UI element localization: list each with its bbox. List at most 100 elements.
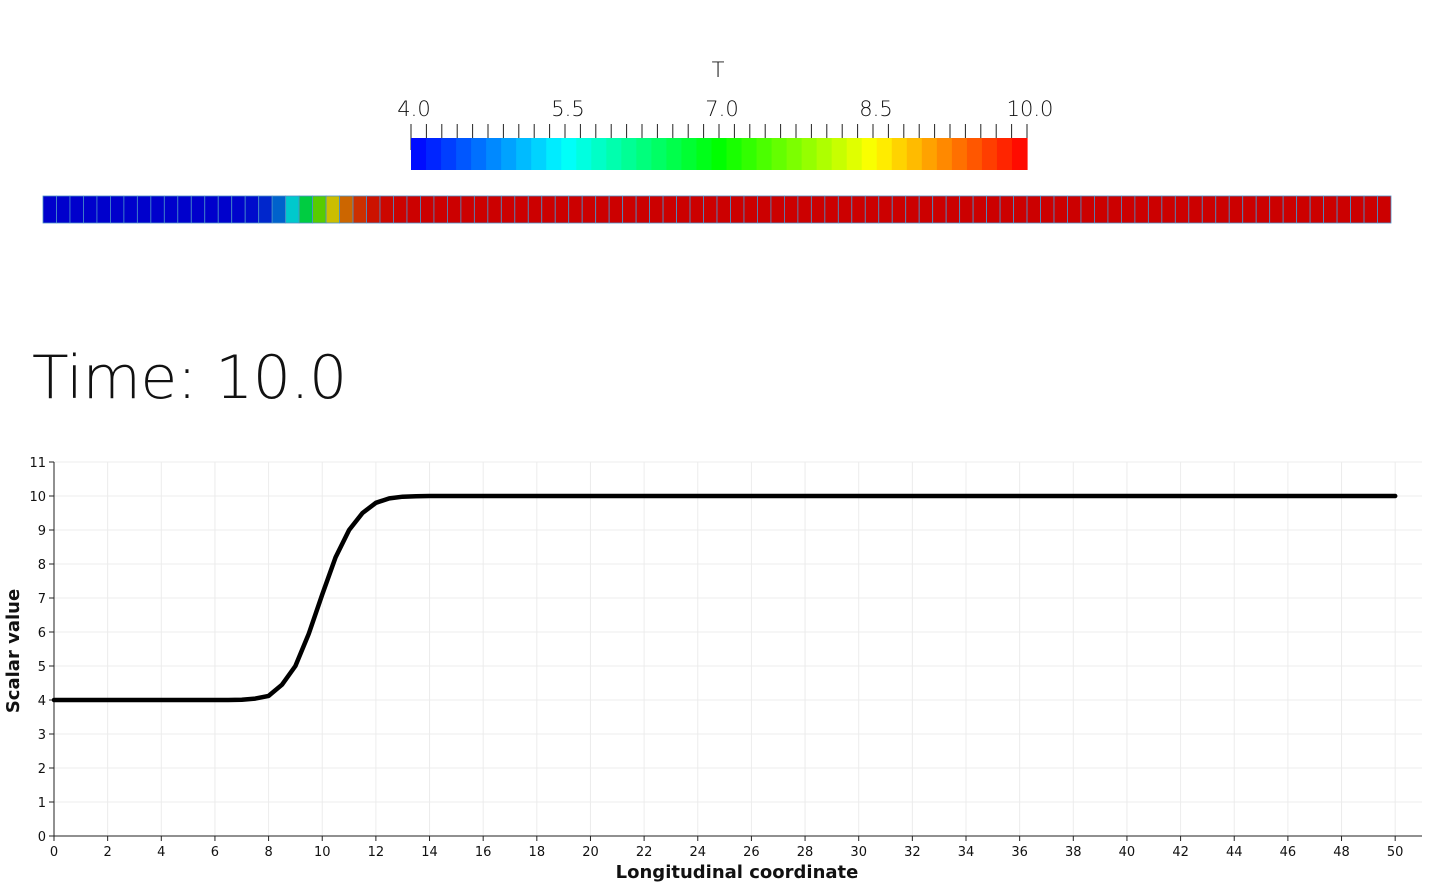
colorbar-swatch (996, 138, 1013, 170)
x-axis-ticks: 0 2 4 6 8 10 12 14 16 18 20 22 24 26 28 30 32 34 36 38 40 42 4… (50, 836, 1404, 860)
mesh-cell (918, 195, 934, 224)
colorbar-swatch (471, 138, 487, 170)
mesh-cell (676, 195, 691, 224)
colorbar-swatch (486, 138, 502, 170)
colorbar-swatch (891, 138, 908, 170)
mesh-cell (743, 195, 758, 224)
mesh-cell (1336, 195, 1351, 224)
mesh-cell (1188, 195, 1203, 224)
colorbar-swatch (591, 138, 607, 170)
x-tick-label: 44 (1226, 845, 1243, 860)
colorbar-swatch (441, 138, 457, 170)
mesh-cell (271, 195, 287, 224)
mesh-cell (1121, 195, 1136, 224)
colorbar-swatch (651, 138, 668, 170)
colorbar-swatch (816, 138, 833, 170)
mesh-cell (635, 195, 650, 224)
mesh-cell (69, 195, 84, 224)
colorbar-tick-label: 5.5 (551, 97, 584, 121)
y-tick-label: 0 (38, 830, 46, 845)
colorbar-swatch (921, 138, 938, 170)
colorbar-swatch (966, 138, 983, 170)
series-line (51, 493, 1398, 703)
x-tick-label: 48 (1333, 845, 1350, 860)
mesh-cell (136, 195, 152, 224)
colorbar-swatch (621, 138, 637, 170)
y-axis-label: Scalar value (3, 589, 24, 713)
mesh-cell (379, 195, 394, 224)
x-tick-label: 30 (850, 845, 867, 860)
colorbar-swatch (516, 138, 532, 170)
mesh-cell (986, 195, 1001, 224)
colorbar-swatch (636, 138, 652, 170)
mesh-cell (662, 195, 677, 224)
mesh-cell (568, 195, 583, 224)
x-tick-label: 42 (1172, 845, 1189, 860)
mesh-cell (231, 195, 246, 224)
mesh-cell (1161, 195, 1176, 224)
mesh-cell (1242, 195, 1257, 224)
colorbar-swatch (756, 138, 773, 170)
mesh-cell (312, 195, 327, 224)
mesh-cell (1080, 195, 1095, 224)
x-tick-label: 26 (743, 845, 760, 860)
mesh-cell (649, 195, 664, 224)
mesh-cell (393, 195, 408, 224)
mesh-cell (163, 195, 179, 224)
mesh-cell (797, 195, 812, 224)
colorbar-swatch (846, 138, 863, 170)
x-tick-label: 18 (529, 845, 546, 860)
colorbar-swatch (936, 138, 953, 170)
mesh-cell (1282, 195, 1298, 224)
mesh-cell (83, 195, 98, 224)
mesh-cell (123, 195, 138, 224)
colorbar-swatch (831, 138, 848, 170)
x-tick-label: 32 (904, 845, 921, 860)
mesh-cell (150, 195, 165, 224)
colorbar-swatch (501, 138, 517, 170)
mesh-cell (622, 195, 637, 224)
mesh-cell (1094, 195, 1109, 224)
mesh-cell (1067, 195, 1082, 224)
mesh-cell (824, 195, 839, 224)
mesh-cell (891, 195, 907, 224)
mesh-cell (1350, 195, 1365, 224)
x-tick-label: 40 (1119, 845, 1136, 860)
x-tick-label: 28 (797, 845, 814, 860)
y-tick-label: 9 (38, 524, 46, 539)
mesh-cell (514, 195, 529, 224)
plot-axes (53, 462, 1422, 837)
mesh-cell (716, 195, 731, 224)
mesh-cell (608, 195, 624, 224)
x-tick-label: 20 (582, 845, 599, 860)
mesh-cell (96, 195, 111, 224)
colorbar-swatch (861, 138, 878, 170)
colorbar-swatch (696, 138, 713, 170)
mesh-cell (1026, 195, 1041, 224)
colorbar-swatch (681, 138, 698, 170)
x-tick-label: 46 (1280, 845, 1297, 860)
mesh-cell (1296, 195, 1311, 224)
mesh-cell (1201, 195, 1217, 224)
colorbar-swatch (546, 138, 562, 170)
mesh-cell (500, 195, 516, 224)
mesh-cell (1107, 195, 1122, 224)
x-tick-label: 50 (1387, 845, 1404, 860)
x-tick-label: 4 (157, 845, 165, 860)
y-tick-label: 1 (38, 796, 46, 811)
colorbar-tick-label: 8.5 (859, 97, 892, 121)
mesh-cell (1363, 195, 1378, 224)
mesh-cell (1053, 195, 1068, 224)
colorbar-swatch (951, 138, 968, 170)
mesh-cell (446, 195, 462, 224)
x-tick-label: 38 (1065, 845, 1082, 860)
y-tick-label: 2 (38, 762, 46, 777)
x-tick-label: 8 (264, 845, 272, 860)
mesh-cell (851, 195, 866, 224)
mesh-cell (285, 195, 300, 224)
y-tick-label: 6 (38, 626, 46, 641)
y-tick-label: 10 (29, 490, 46, 505)
mesh-cell (1228, 195, 1244, 224)
colorbar-swatch (666, 138, 683, 170)
mesh-cell (703, 195, 718, 224)
